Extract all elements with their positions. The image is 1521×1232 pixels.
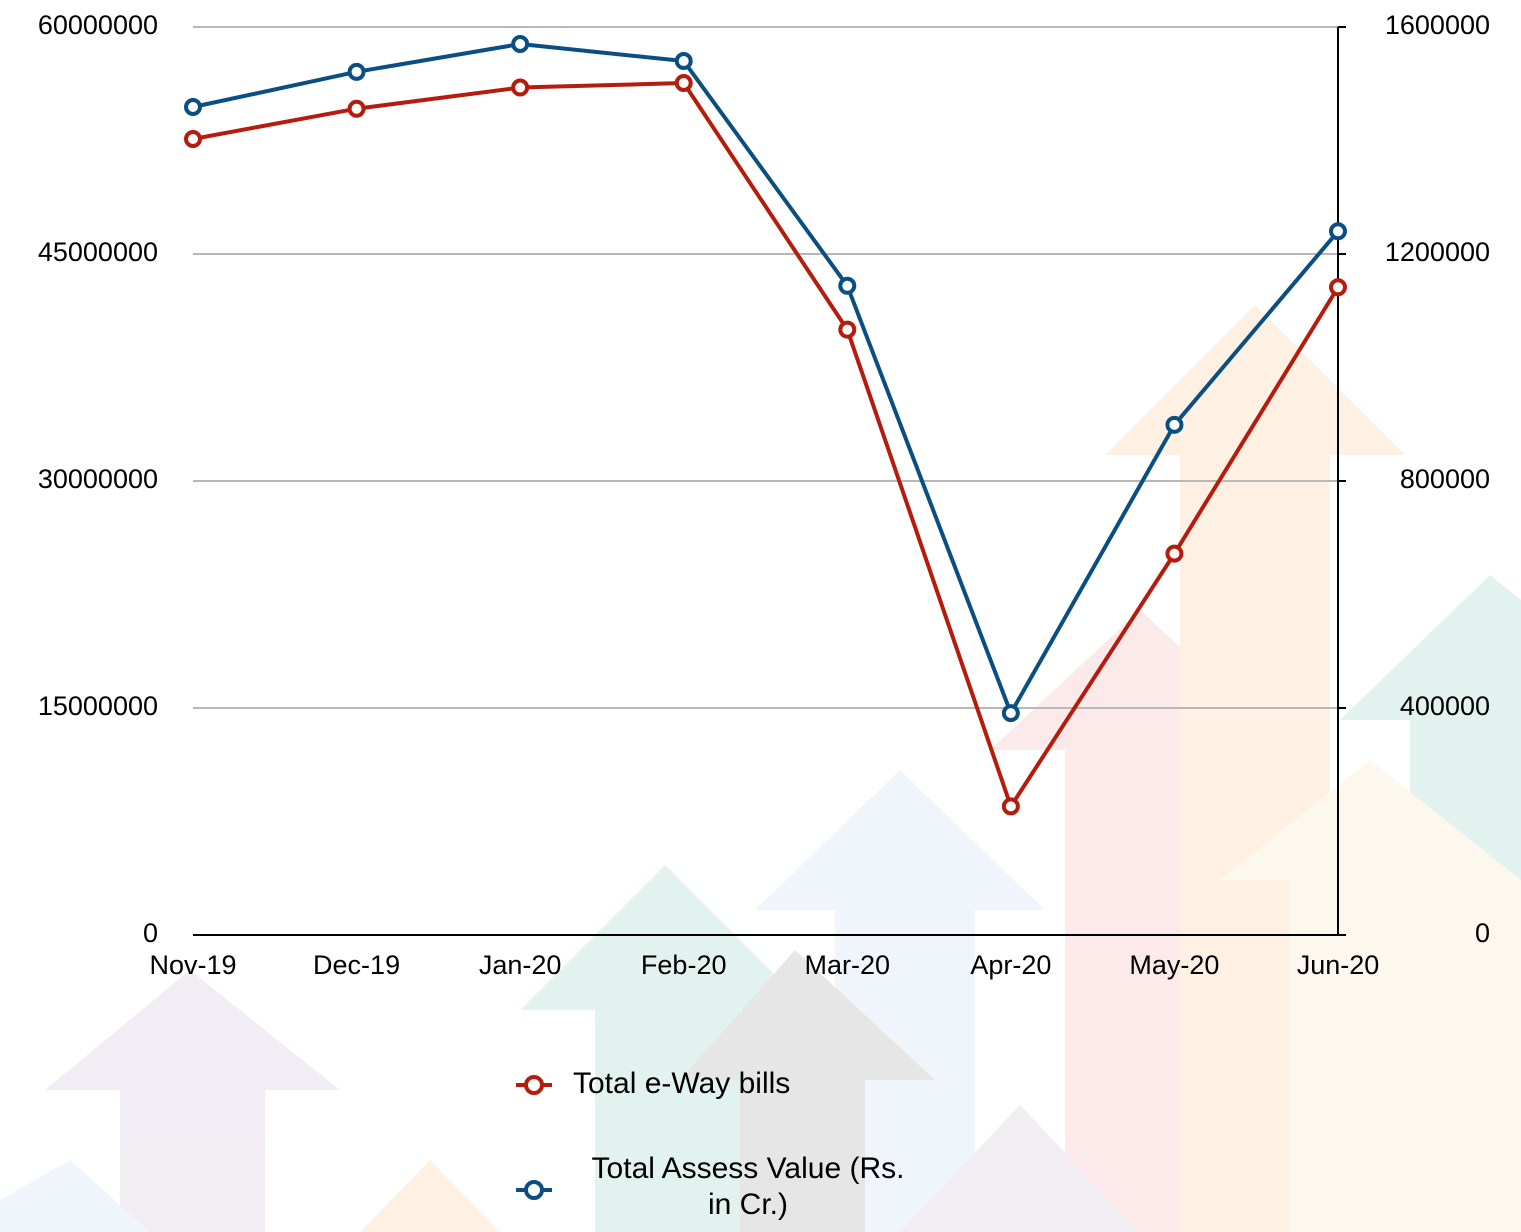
y-tick-label: 15000000 [38, 691, 158, 721]
point [674, 52, 693, 71]
legend-marker [524, 1075, 544, 1095]
x-tick-label: Jan-20 [479, 950, 562, 980]
y2-tick-label: 1200000 [1385, 237, 1490, 267]
point [1001, 704, 1020, 723]
point [674, 73, 693, 92]
point [1165, 544, 1184, 563]
point [347, 62, 366, 81]
y2-tick-label: 0 [1475, 918, 1490, 948]
point [184, 129, 202, 148]
y2-tick-label: 1600000 [1385, 10, 1490, 40]
x-tick-label: Dec-19 [313, 950, 400, 980]
point [1165, 415, 1184, 434]
x-tick-label: Apr-20 [970, 950, 1051, 980]
legend-marker [524, 1180, 544, 1200]
y-tick-label: 30000000 [38, 464, 158, 494]
point [347, 99, 366, 118]
point [1329, 222, 1347, 241]
series-line [192, 80, 1340, 809]
series-line [192, 42, 1340, 716]
point [511, 35, 530, 54]
x-tick-label: May-20 [1129, 950, 1219, 980]
y2-tick-label: 800000 [1400, 464, 1490, 494]
point [838, 276, 857, 295]
point [1001, 797, 1020, 816]
x-tick-label: Feb-20 [641, 950, 727, 980]
x-tick-label: Jun-20 [1297, 950, 1380, 980]
x-tick-label: Mar-20 [805, 950, 891, 980]
y-tick-label: 60000000 [38, 10, 158, 40]
y2-tick-label: 400000 [1400, 691, 1490, 721]
point [511, 78, 530, 97]
point [184, 98, 202, 117]
y-tick-label: 45000000 [38, 237, 158, 267]
legend-label: Total e-Way bills [573, 1067, 791, 1100]
y-tick-label: 0 [143, 918, 158, 948]
legend-label: Total Assess Value (Rs. in Cr.) [591, 1152, 905, 1221]
background-arrows [0, 305, 1521, 1232]
point [838, 320, 857, 339]
point [1329, 278, 1347, 297]
x-tick-label: Nov-19 [149, 950, 236, 980]
